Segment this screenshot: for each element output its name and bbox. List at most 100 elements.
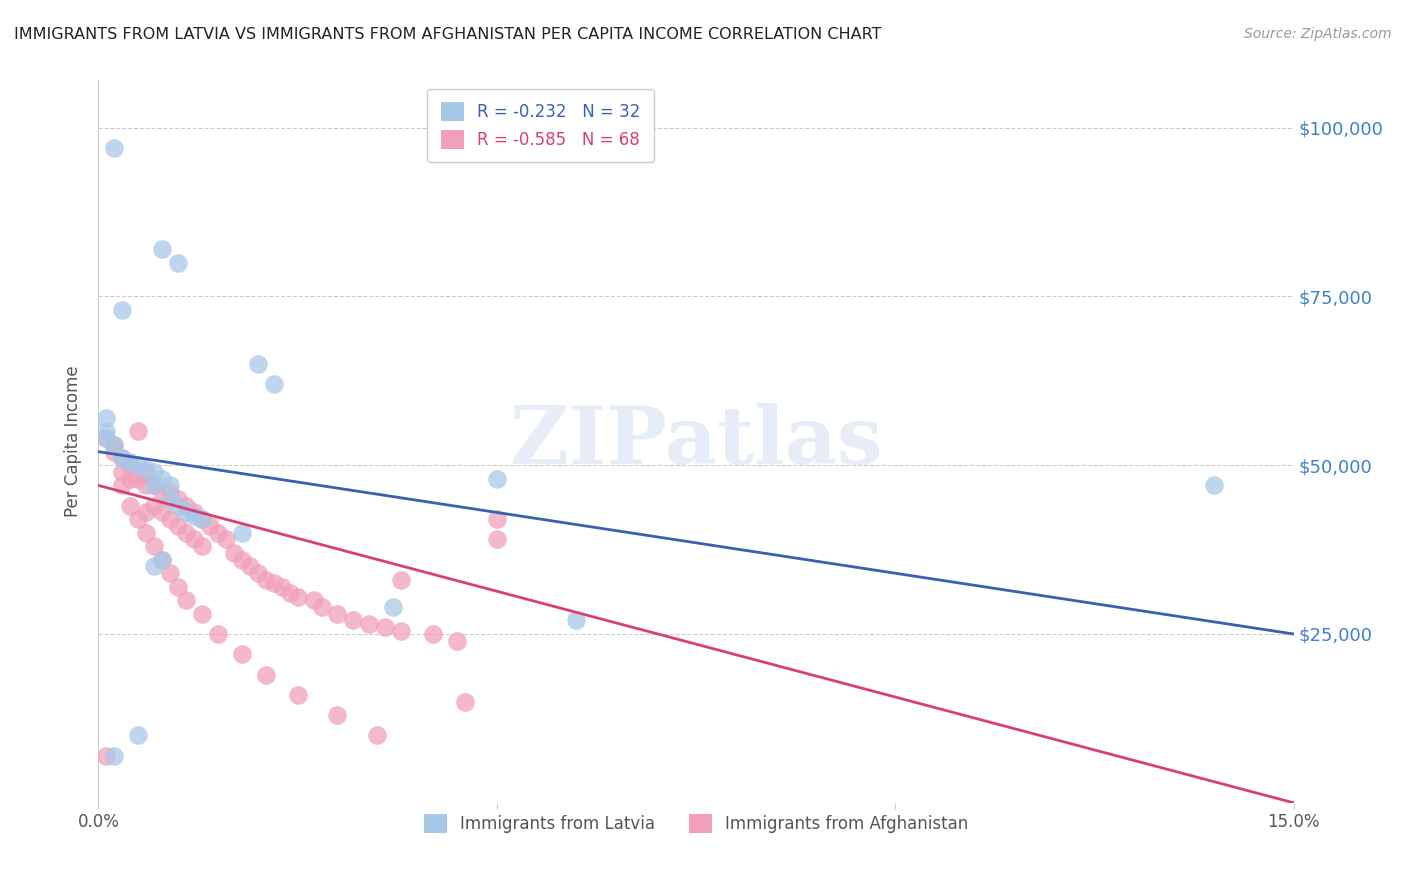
Point [278,586,301,600]
Point [198,519,221,533]
Point [183,505,205,519]
Point [207,627,229,641]
Point [174,593,197,607]
Point [103,438,125,452]
Point [103,141,125,155]
Point [135,525,157,540]
Point [159,485,181,500]
Point [183,508,205,523]
Point [150,505,173,519]
Point [143,465,166,479]
Point [191,512,214,526]
Point [311,599,333,614]
Point [159,491,181,506]
Point [135,505,157,519]
Point [96,431,118,445]
Point [143,478,166,492]
Point [254,667,277,681]
Point [135,465,157,479]
Point [263,576,285,591]
Point [111,465,134,479]
Point [150,242,173,256]
Point [150,485,173,500]
Point [159,512,181,526]
Point [359,616,381,631]
Text: ZIPatlas: ZIPatlas [510,402,882,481]
Point [231,552,253,566]
Point [342,614,364,628]
Point [174,525,197,540]
Legend: Immigrants from Latvia, Immigrants from Afghanistan: Immigrants from Latvia, Immigrants from … [412,803,980,845]
Text: IMMIGRANTS FROM LATVIA VS IMMIGRANTS FROM AFGHANISTAN PER CAPITA INCOME CORRELAT: IMMIGRANTS FROM LATVIA VS IMMIGRANTS FRO… [14,27,882,42]
Point [150,472,173,486]
Point [389,573,412,587]
Point [127,425,149,439]
Point [167,499,190,513]
Point [246,357,269,371]
Point [422,627,444,641]
Point [120,499,142,513]
Point [167,255,190,269]
Point [191,512,214,526]
Point [302,593,325,607]
Point [231,525,253,540]
Point [174,499,197,513]
Point [135,461,157,475]
Point [135,478,157,492]
Point [454,694,477,708]
Point [215,533,238,547]
Point [143,559,166,574]
Text: Source: ZipAtlas.com: Source: ZipAtlas.com [1244,27,1392,41]
Point [159,566,181,581]
Point [446,633,468,648]
Point [239,559,262,574]
Point [167,491,190,506]
Point [246,566,269,581]
Point [120,455,142,469]
Point [111,302,134,317]
Point [159,478,181,492]
Point [127,728,149,742]
Point [191,539,214,553]
Point [382,599,405,614]
Point [150,552,173,566]
Point [103,438,125,452]
Point [174,505,197,519]
Point [254,573,277,587]
Point [103,444,125,458]
Point [143,539,166,553]
Point [485,533,508,547]
Point [111,451,134,466]
Point [287,688,309,702]
Point [565,614,588,628]
Point [111,478,134,492]
Point [143,499,166,513]
Point [389,624,412,638]
Point [270,580,292,594]
Point [1202,478,1225,492]
Point [150,552,173,566]
Y-axis label: Per Capita Income: Per Capita Income [65,366,83,517]
Point [222,546,245,560]
Point [96,748,118,763]
Point [167,580,190,594]
Point [485,512,508,526]
Point [326,607,349,621]
Point [96,411,118,425]
Point [127,472,149,486]
Point [263,377,285,392]
Point [485,472,508,486]
Point [127,458,149,472]
Point [287,590,309,604]
Point [96,431,118,445]
Point [103,748,125,763]
Point [120,472,142,486]
Point [111,451,134,466]
Point [183,533,205,547]
Point [167,519,190,533]
Point [374,620,396,634]
Point [231,647,253,661]
Point [143,478,166,492]
Point [326,708,349,723]
Point [366,728,388,742]
